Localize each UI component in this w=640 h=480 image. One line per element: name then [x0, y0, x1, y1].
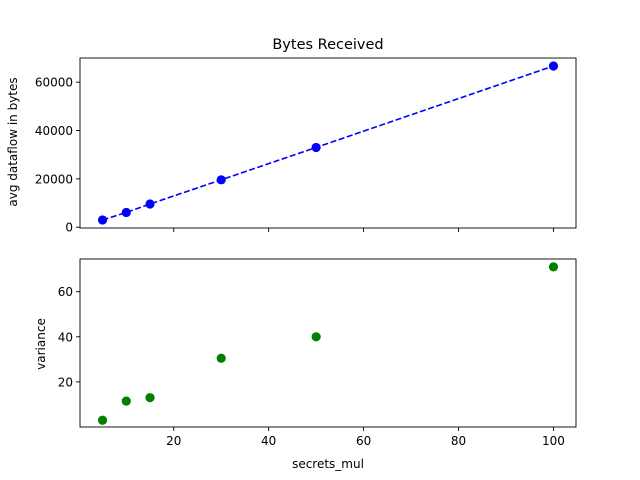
data-point	[216, 353, 226, 363]
y-tick-label: 40	[58, 330, 73, 344]
x-tick-label: 40	[261, 434, 276, 448]
y-tick-label: 0	[65, 221, 73, 235]
data-point	[121, 207, 131, 218]
data-point	[548, 61, 559, 71]
data-point	[97, 415, 108, 425]
x-axis-label: secrets_mul	[292, 457, 364, 471]
variance-chart: secrets_mul variance 20 40 60 80 100 20 40 60	[34, 258, 577, 471]
x-tick-label: 80	[451, 434, 466, 448]
data-point	[548, 262, 559, 272]
data-point	[97, 215, 108, 225]
y-tick-label: 40000	[35, 124, 73, 138]
y-tick-label: 60	[58, 285, 73, 299]
series-line	[102, 65, 554, 221]
bytes-received-chart: Bytes Received avg dataflow in bytes 0 20…	[6, 37, 577, 235]
marks-layer	[97, 262, 559, 425]
x-tick-label: 100	[542, 434, 565, 448]
x-tick-label: 60	[356, 434, 371, 448]
data-point	[216, 175, 226, 185]
data-point	[311, 332, 321, 342]
plot-frame	[79, 57, 577, 229]
ticks-layer: 0 20000 40000 60000	[35, 76, 554, 235]
y-tick-label: 60000	[35, 76, 73, 90]
plot-frame	[79, 258, 577, 428]
ticks-layer: 20 40 60 80 100 20 40 60	[58, 285, 565, 448]
data-point	[145, 393, 155, 403]
data-point	[145, 199, 155, 209]
y-tick-label: 20000	[35, 172, 73, 186]
y-tick-label: 20	[58, 375, 73, 389]
data-point	[121, 396, 131, 406]
y-axis-label: avg dataflow in bytes	[6, 77, 20, 206]
y-axis-label: variance	[34, 318, 48, 370]
x-tick-label: 20	[166, 434, 181, 448]
data-point	[311, 142, 321, 153]
marks-layer	[97, 61, 559, 225]
chart-title: Bytes Received	[272, 37, 383, 53]
